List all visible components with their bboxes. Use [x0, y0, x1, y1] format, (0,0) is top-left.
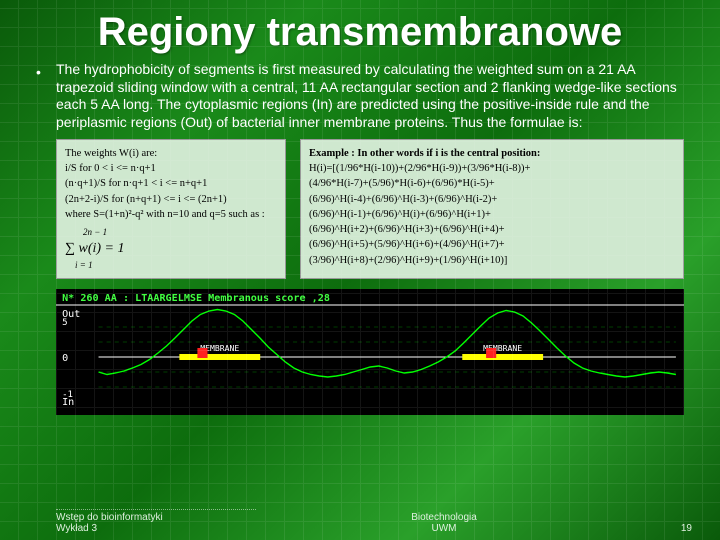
footer-mid: Biotechnologia UWM — [256, 512, 632, 534]
body-paragraph: • The hydrophobicity of segments is firs… — [0, 61, 720, 131]
slide-footer: Wstęp do bioinformatyki Wykład 3 Biotech… — [0, 509, 720, 534]
page-number: 19 — [632, 523, 692, 534]
body-text: The hydrophobicity of segments is first … — [56, 61, 677, 130]
footer-left: Wstęp do bioinformatyki Wykład 3 — [56, 509, 256, 534]
bullet-icon: • — [36, 64, 42, 70]
